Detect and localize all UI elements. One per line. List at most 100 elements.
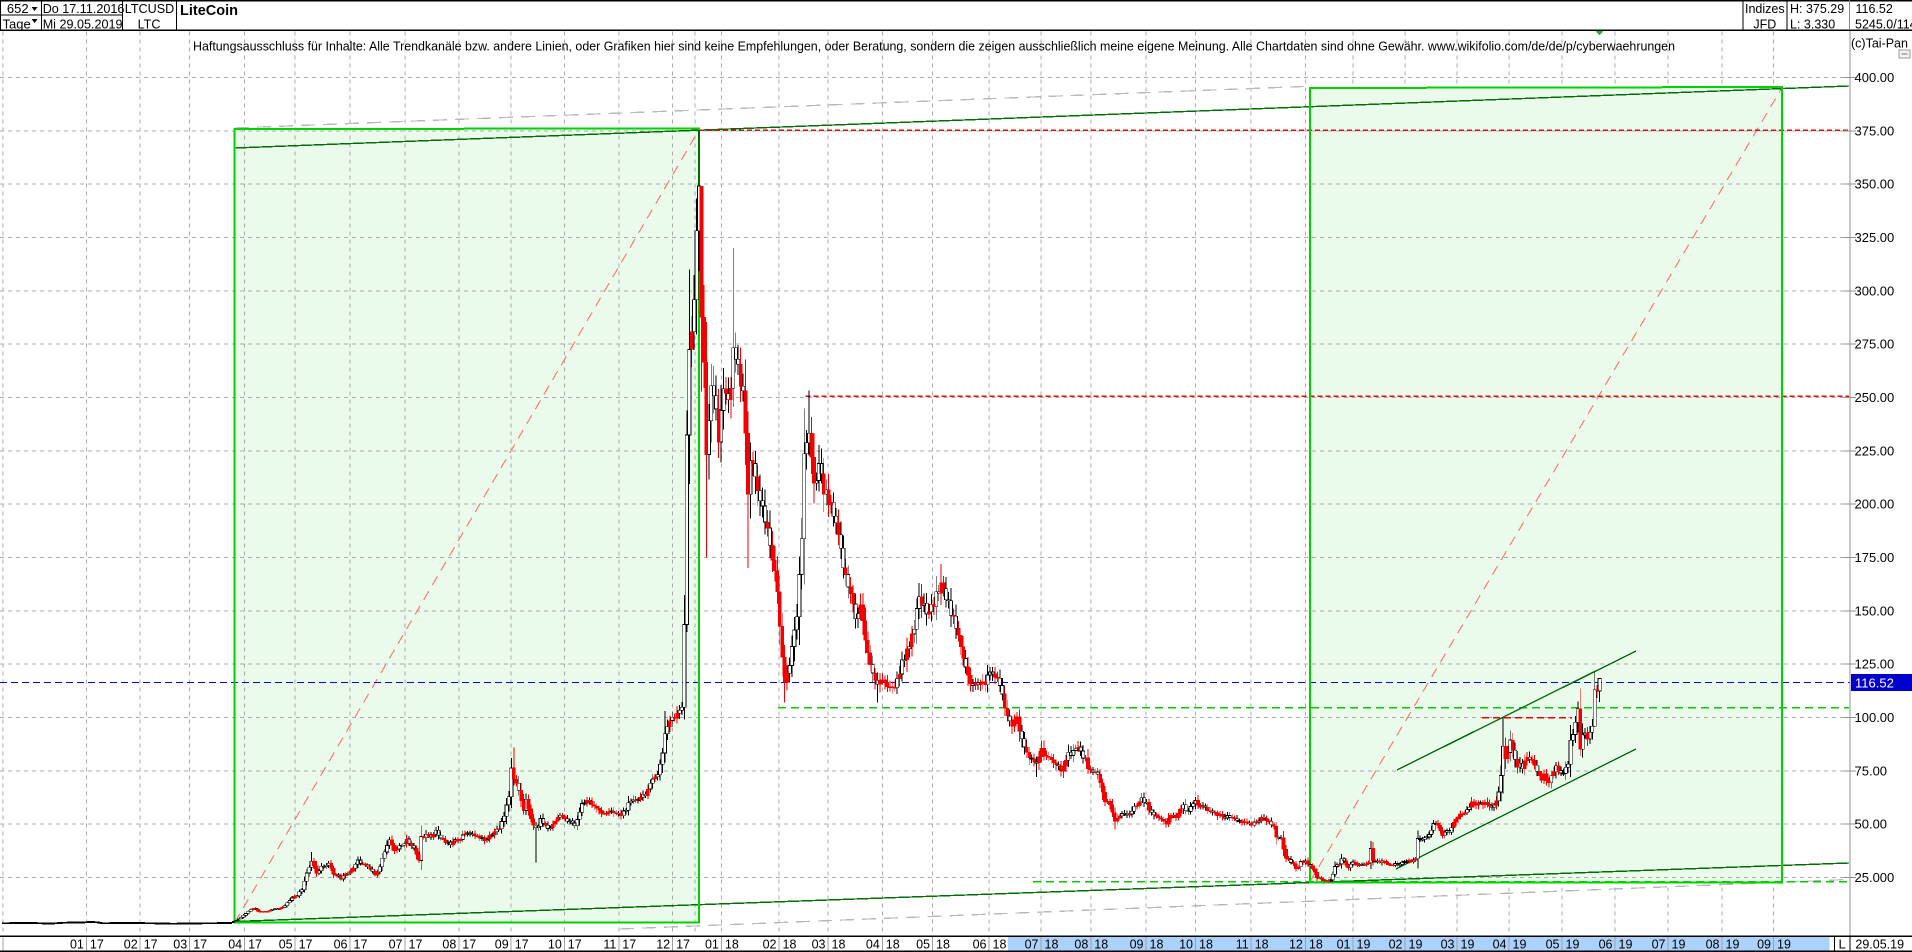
svg-text:225.00: 225.00 [1855,443,1895,458]
svg-text:19: 19 [1619,937,1633,951]
svg-text:375.00: 375.00 [1855,123,1895,138]
svg-text:17: 17 [515,937,529,951]
svg-text:19: 19 [1461,937,1475,951]
svg-text:08: 08 [442,937,456,951]
svg-text:04: 04 [866,937,880,951]
svg-text:01: 01 [705,937,719,951]
svg-text:09: 09 [1130,937,1144,951]
svg-text:11: 11 [1236,937,1249,951]
svg-text:JFD: JFD [1753,17,1776,31]
svg-text:200.00: 200.00 [1855,497,1895,512]
svg-text:01: 01 [1337,937,1351,951]
svg-text:18: 18 [1045,937,1059,951]
svg-text:17: 17 [462,937,476,951]
svg-text:07: 07 [1652,937,1666,951]
svg-text:350.00: 350.00 [1855,177,1895,192]
svg-text:250.00: 250.00 [1855,390,1895,405]
svg-text:10: 10 [1179,937,1193,951]
svg-text:08: 08 [1706,937,1720,951]
svg-text:17: 17 [354,937,368,951]
svg-text:Tage: Tage [3,16,31,31]
svg-text:18: 18 [1094,937,1108,951]
svg-text:19: 19 [1409,937,1423,951]
svg-text:18: 18 [832,937,846,951]
svg-text:06: 06 [1599,937,1613,951]
svg-text:04: 04 [228,937,242,951]
svg-text:17: 17 [144,937,158,951]
svg-text:L: 3.330: L: 3.330 [1790,17,1835,31]
svg-text:19: 19 [1357,937,1371,951]
svg-text:75.00: 75.00 [1855,763,1888,778]
svg-text:09: 09 [495,937,509,951]
svg-text:LiteCoin: LiteCoin [180,3,238,19]
svg-text:17: 17 [299,937,313,951]
svg-text:17: 17 [193,937,207,951]
svg-text:17: 17 [676,937,690,951]
svg-text:18: 18 [725,937,739,951]
svg-text:150.00: 150.00 [1855,603,1895,618]
svg-text:17: 17 [90,937,104,951]
svg-text:300.00: 300.00 [1855,283,1895,298]
svg-text:19: 19 [1672,937,1686,951]
svg-text:LTCUSD: LTCUSD [125,2,174,16]
svg-text:17: 17 [568,937,582,951]
svg-text:116.52: 116.52 [1856,2,1893,16]
svg-text:18: 18 [1150,937,1164,951]
svg-text:5245.0/114: 5245.0/114 [1855,17,1912,31]
svg-text:03: 03 [173,937,187,951]
svg-text:19: 19 [1777,937,1791,951]
svg-text:25.000: 25.000 [1855,870,1895,885]
svg-text:03: 03 [812,937,826,951]
svg-text:125.00: 125.00 [1855,657,1895,672]
svg-text:09: 09 [1757,937,1771,951]
svg-text:17: 17 [622,937,636,951]
svg-text:LTC: LTC [138,17,161,31]
svg-text:50.00: 50.00 [1855,817,1888,832]
svg-text:(c)Tai-Pan: (c)Tai-Pan [1851,37,1908,51]
svg-text:325.00: 325.00 [1855,230,1895,245]
svg-text:05: 05 [279,937,293,951]
svg-text:17: 17 [409,937,423,951]
svg-text:19: 19 [1513,937,1527,951]
svg-text:18: 18 [886,937,900,951]
svg-text:08: 08 [1074,937,1088,951]
svg-text:06: 06 [334,937,348,951]
svg-text:03: 03 [1441,937,1455,951]
svg-text:11: 11 [603,937,616,951]
svg-text:275.00: 275.00 [1855,337,1895,352]
svg-text:01: 01 [70,937,84,951]
svg-text:29.05.19: 29.05.19 [1855,937,1904,951]
svg-text:05: 05 [1546,937,1560,951]
svg-text:17: 17 [248,937,262,951]
svg-text:175.00: 175.00 [1855,550,1895,565]
svg-text:10: 10 [548,937,562,951]
svg-text:Haftungsausschluss für Inhalte: Haftungsausschluss für Inhalte: Alle Tre… [193,40,1675,54]
svg-text:02: 02 [124,937,138,951]
svg-text:L: L [1839,936,1846,951]
svg-text:652: 652 [7,1,29,16]
svg-text:100.00: 100.00 [1855,710,1895,725]
svg-text:116.52: 116.52 [1855,676,1894,691]
svg-text:04: 04 [1493,937,1507,951]
svg-text:18: 18 [936,937,950,951]
svg-text:Mi 29.05.2019: Mi 29.05.2019 [43,17,123,31]
svg-text:12: 12 [1289,937,1303,951]
svg-text:02: 02 [1389,937,1403,951]
svg-text:19: 19 [1726,937,1740,951]
svg-text:12: 12 [656,937,670,951]
svg-text:06: 06 [973,937,987,951]
svg-text:Indizes: Indizes [1745,2,1785,16]
svg-text:07: 07 [389,937,403,951]
svg-text:19: 19 [1566,937,1580,951]
svg-text:18: 18 [993,937,1007,951]
svg-text:18: 18 [1309,937,1323,951]
svg-text:H: 375.29: H: 375.29 [1790,2,1844,16]
svg-text:07: 07 [1025,937,1039,951]
svg-text:18: 18 [1199,937,1213,951]
svg-text:02: 02 [763,937,777,951]
svg-text:18: 18 [783,937,797,951]
svg-text:400.00: 400.00 [1855,70,1895,85]
svg-text:Do 17.11.2016: Do 17.11.2016 [43,2,125,16]
svg-text:18: 18 [1255,937,1269,951]
svg-text:05: 05 [916,937,930,951]
